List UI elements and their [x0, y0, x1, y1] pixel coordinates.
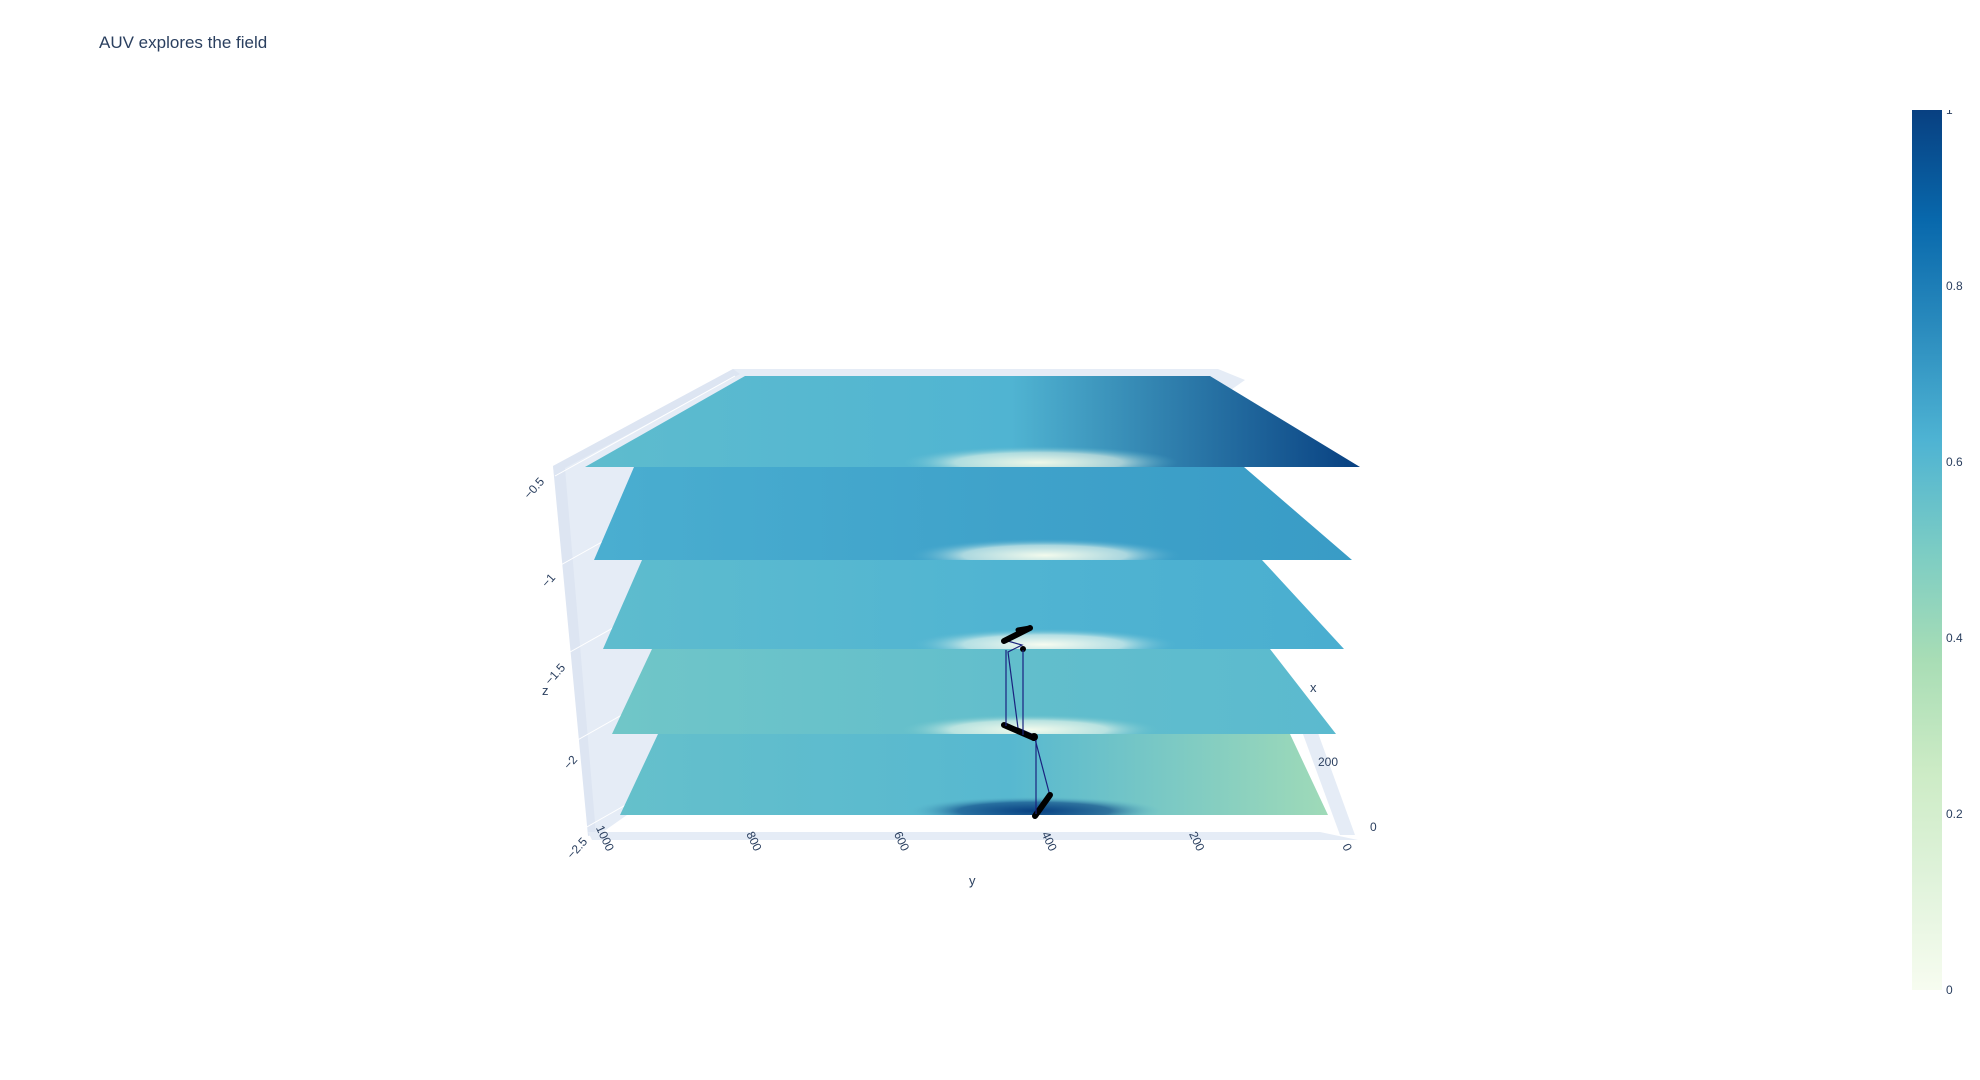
- auv-path: [1001, 625, 1053, 819]
- auv-point: [1030, 733, 1038, 741]
- auv-segment: [1032, 792, 1053, 819]
- surface-hotspot: [620, 734, 1328, 815]
- auv-segment: [1015, 625, 1033, 633]
- z-tick-label: −2.5: [564, 834, 590, 861]
- surface-layers: [585, 376, 1360, 815]
- x-tick-label: 200: [1318, 755, 1338, 769]
- y-axis-label: y: [969, 873, 976, 888]
- colorbar: 0 0.2 0.4 0.6 0.8 1: [1912, 110, 1963, 997]
- x-axis-label: x: [1310, 680, 1317, 695]
- auv-segment: [1001, 722, 1037, 741]
- x-axis: 0 200 x: [1310, 680, 1377, 834]
- colorbar-tick-label: 0.2: [1946, 807, 1963, 821]
- surface-hotspot: [585, 376, 1360, 467]
- colorbar-gradient: [1912, 110, 1942, 990]
- z-tick-label: −1: [539, 570, 559, 590]
- x-tick-label: 0: [1370, 820, 1377, 834]
- grid-line: [554, 375, 736, 477]
- colorbar-tick-label: 0.4: [1946, 631, 1963, 645]
- colorbar-tick-label: 1: [1946, 110, 1953, 117]
- colorbar-tick-label: 0.6: [1946, 455, 1963, 469]
- y-tick-label: 0: [1339, 841, 1355, 853]
- right-floor: [1300, 722, 1355, 835]
- auv-point: [1020, 646, 1026, 652]
- chart-title: AUV explores the field: [99, 33, 268, 52]
- z-tick-label: −2: [561, 752, 581, 772]
- surface-hotspot: [594, 467, 1352, 560]
- surface-plot-scene[interactable]: −0.5−1−1.5−2−2.5z 1000 800 600 400 200 0y 020…: [0, 0, 1900, 1080]
- surface-hotspot: [603, 560, 1344, 649]
- z-tick-label: −0.5: [521, 474, 547, 501]
- colorbar-tick-label: 0: [1946, 983, 1953, 997]
- z-axis-label: z: [542, 683, 549, 698]
- colorbar-ticks: 0 0.2 0.4 0.6 0.8 1: [1946, 110, 1963, 997]
- floor-edge: [588, 832, 1358, 840]
- colorbar-tick-label: 0.8: [1946, 279, 1963, 293]
- surface-hotspot: [612, 649, 1336, 734]
